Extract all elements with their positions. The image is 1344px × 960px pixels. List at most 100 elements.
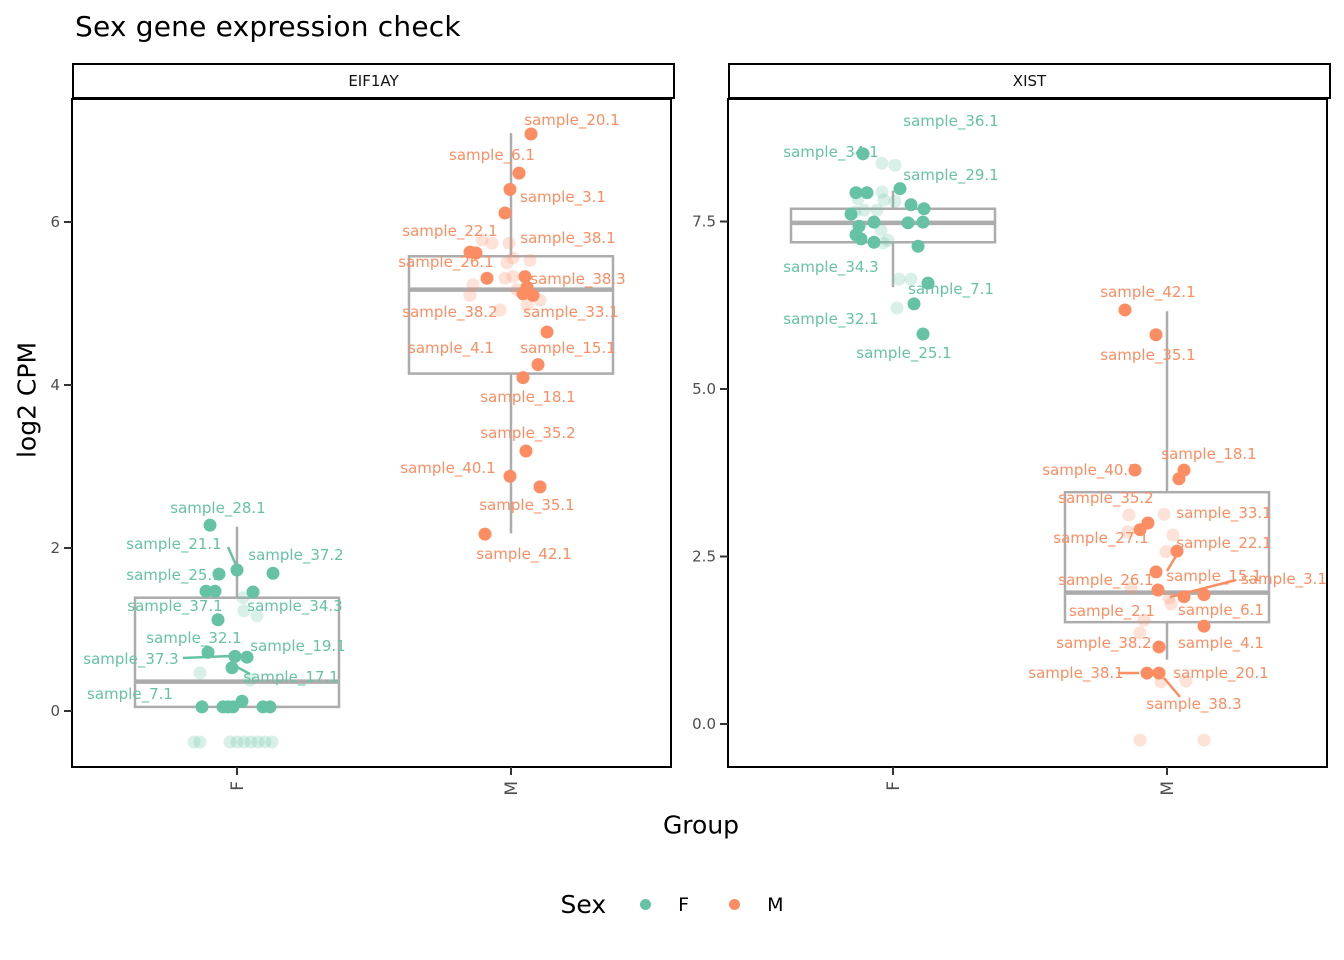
jitter-point bbox=[921, 276, 935, 290]
jitter-point bbox=[1133, 733, 1147, 747]
jitter-point bbox=[237, 604, 251, 618]
point-label: sample_27.1 bbox=[1053, 529, 1148, 548]
facet-strip-label: EIF1AY bbox=[348, 72, 399, 90]
point-label: sample_6.1 bbox=[1178, 601, 1264, 620]
point-label: sample_15.1 bbox=[1166, 567, 1261, 586]
jitter-point bbox=[1172, 472, 1186, 486]
x-tick-label: F bbox=[228, 781, 248, 791]
point-label: sample_32.1 bbox=[783, 310, 878, 329]
jitter-point bbox=[263, 700, 277, 714]
jitter-point bbox=[1166, 528, 1180, 542]
jitter-point bbox=[498, 206, 512, 220]
jitter-point bbox=[243, 673, 257, 687]
jitter-point bbox=[251, 735, 265, 749]
jitter-point bbox=[187, 735, 201, 749]
y-tick-label: 6 bbox=[50, 213, 60, 231]
point-label: sample_20.1 bbox=[1173, 664, 1268, 683]
jitter-point bbox=[516, 371, 530, 385]
jitter-point bbox=[225, 661, 239, 675]
jitter-point bbox=[500, 256, 514, 270]
box-M bbox=[1063, 490, 1271, 624]
jitter-point bbox=[1149, 565, 1163, 579]
jitter-point bbox=[854, 232, 868, 246]
jitter-point bbox=[201, 645, 215, 659]
jitter-point bbox=[199, 584, 213, 598]
jitter-point bbox=[519, 444, 533, 458]
panel-border bbox=[727, 98, 1328, 768]
panel-border bbox=[71, 98, 672, 768]
point-label: sample_2.1 bbox=[1069, 602, 1155, 621]
jitter-point bbox=[917, 202, 931, 216]
point-label: sample_37.1 bbox=[127, 597, 222, 616]
jitter-point bbox=[888, 194, 902, 208]
jitter-point bbox=[1159, 545, 1173, 559]
jitter-point bbox=[892, 272, 906, 286]
jitter-point bbox=[203, 518, 217, 532]
point-label: sample_3.1 bbox=[1241, 570, 1327, 589]
point-label: sample_33.1 bbox=[523, 303, 618, 322]
point-label: sample_28.1 bbox=[170, 499, 265, 518]
point-label: sample_25.1 bbox=[856, 344, 951, 363]
jitter-point bbox=[193, 666, 207, 680]
point-label: sample_35.1 bbox=[1100, 346, 1195, 365]
jitter-point bbox=[230, 563, 244, 577]
point-label: sample_42.1 bbox=[1100, 283, 1195, 302]
jitter-point bbox=[524, 127, 538, 141]
jitter-point bbox=[250, 609, 264, 623]
jitter-point bbox=[1149, 328, 1163, 342]
legend-label-f: F bbox=[678, 893, 690, 916]
jitter-point bbox=[1133, 626, 1147, 640]
jitter-point bbox=[516, 287, 530, 301]
jitter-point bbox=[531, 358, 545, 372]
point-label: sample_18.1 bbox=[480, 388, 575, 407]
jitter-point bbox=[1128, 463, 1142, 477]
point-label: sample_35.2 bbox=[480, 424, 575, 443]
legend-title: Sex bbox=[560, 890, 607, 919]
jitter-point bbox=[875, 185, 889, 199]
jitter-point bbox=[856, 147, 870, 161]
jitter-point bbox=[485, 236, 499, 250]
jitter-point bbox=[503, 182, 517, 196]
jitter-point bbox=[849, 186, 863, 200]
point-label: sample_15.1 bbox=[520, 339, 615, 358]
jitter-point bbox=[1122, 508, 1136, 522]
y-tick-label: 0 bbox=[50, 702, 60, 720]
jitter-point bbox=[1133, 523, 1147, 537]
x-tick-label: M bbox=[502, 781, 522, 796]
point-label: sample_42.1 bbox=[476, 545, 571, 564]
jitter-point bbox=[512, 166, 526, 180]
label-leader-line bbox=[1169, 578, 1237, 599]
jitter-point bbox=[867, 235, 881, 249]
point-label: sample_38.3 bbox=[1146, 695, 1241, 714]
jitter-point bbox=[857, 203, 871, 217]
y-tick-label: 2.5 bbox=[692, 548, 716, 566]
box-M bbox=[407, 254, 615, 375]
jitter-point bbox=[244, 735, 258, 749]
jitter-point bbox=[870, 203, 884, 217]
point-label: sample_38.2 bbox=[1056, 634, 1151, 653]
legend-entry-m: M bbox=[729, 894, 783, 916]
facet-strip-eif1ay: EIF1AY bbox=[72, 63, 675, 99]
jitter-point bbox=[911, 239, 925, 253]
point-label: sample_36.1 bbox=[903, 112, 998, 131]
point-label: sample_18.1 bbox=[1161, 445, 1256, 464]
label-leader-line bbox=[236, 665, 251, 676]
point-label: sample_17.1 bbox=[243, 668, 338, 687]
jitter-point bbox=[916, 215, 930, 229]
point-label: sample_35.2 bbox=[1058, 489, 1153, 508]
jitter-point bbox=[888, 158, 902, 172]
point-label: sample_22.1 bbox=[402, 222, 497, 241]
x-axis-title: Group bbox=[662, 810, 740, 840]
jitter-point bbox=[526, 288, 540, 302]
y-axis-title: log2 CPM bbox=[12, 341, 42, 459]
point-label: sample_35.1 bbox=[479, 496, 574, 515]
jitter-point bbox=[875, 156, 889, 170]
jitter-point bbox=[480, 271, 494, 285]
jitter-point bbox=[860, 186, 874, 200]
jitter-point bbox=[904, 272, 918, 286]
point-label: sample_4.1 bbox=[1178, 634, 1264, 653]
jitter-point bbox=[533, 480, 547, 494]
y-tick-label: 0.0 bbox=[692, 715, 716, 733]
